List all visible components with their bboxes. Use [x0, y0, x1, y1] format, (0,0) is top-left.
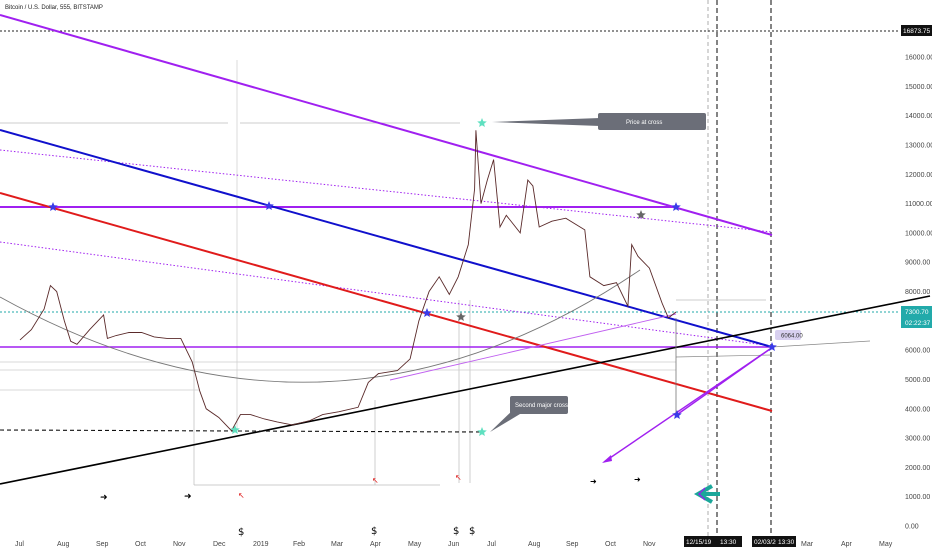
y-tick-label: 2000.00 — [905, 465, 930, 472]
y-tick-label: 8000.00 — [905, 289, 930, 296]
y-axis-panel[interactable] — [900, 0, 932, 535]
x-tick-label: Aug — [57, 541, 70, 548]
event-marker-red-2[interactable]: ↖ — [372, 476, 379, 485]
y-tick-label: 5000.00 — [905, 377, 930, 384]
y-tick-label: 15000.00 — [905, 84, 932, 91]
y-tick-label: 0.00 — [905, 524, 919, 531]
event-marker-dollar-4[interactable]: $ — [469, 526, 475, 537]
plot-area[interactable] — [0, 0, 900, 535]
x-tick-label: Jul — [15, 541, 24, 548]
event-marker-dollar-2[interactable]: $ — [371, 526, 377, 537]
x-tick-label: 2019 — [253, 541, 269, 548]
x-tick-label: Apr — [841, 541, 853, 548]
top-level-axis-label: 16873.75 — [903, 28, 930, 35]
event-marker-arrow-1[interactable]: ➜ — [100, 493, 108, 503]
x-tick-label: Dec — [213, 541, 226, 548]
x-tick-label: Mar — [331, 541, 344, 548]
callout-price-at-cross-text: Price at cross — [626, 120, 662, 126]
x-tick-label: Sep — [96, 541, 109, 548]
y-tick-label: 16000.00 — [905, 55, 932, 62]
y-tick-label: 6000.00 — [905, 348, 930, 355]
event-marker-dollar-1[interactable]: $ — [238, 527, 244, 538]
event-marker-arrow-4[interactable]: ➜ — [634, 475, 641, 484]
event-marker-red-1[interactable]: ↖ — [238, 491, 245, 500]
x-tick-label: Jul — [487, 541, 496, 548]
x-tick-label: Nov — [173, 541, 186, 548]
x-tick-label: Oct — [135, 541, 146, 548]
time-box-2-text: 13:30 — [778, 539, 795, 546]
chart-title: Bitcoin / U.S. Dollar, 555, BITSTAMP — [5, 5, 103, 11]
price-axis-label: 7300.70 — [905, 309, 929, 316]
y-tick-label: 11000.00 — [905, 201, 932, 208]
x-tick-label: Oct — [605, 541, 616, 548]
y-tick-label: 14000.00 — [905, 113, 932, 120]
y-tick-label: 3000.00 — [905, 436, 930, 443]
event-marker-dollar-3[interactable]: $ — [453, 526, 459, 537]
x-tick-label: Sep — [566, 541, 579, 548]
y-tick-label: 1000.00 — [905, 494, 930, 501]
countdown-axis-label: 02:22:37 — [905, 320, 931, 327]
x-tick-label: Nov — [643, 541, 656, 548]
time-box-1-text: 13:30 — [720, 539, 737, 546]
date-box-1-text: 12/15/19 — [686, 539, 712, 546]
date-box-2-text: 02/03/20 — [754, 539, 780, 546]
y-tick-label: 9000.00 — [905, 260, 930, 267]
event-marker-red-3[interactable]: ↖ — [455, 473, 462, 482]
x-tick-label: Jun — [448, 541, 459, 548]
y-tick-label: 4000.00 — [905, 406, 930, 413]
x-tick-label: Mar — [801, 541, 814, 548]
y-tick-label: 12000.00 — [905, 172, 932, 179]
x-tick-label: Aug — [528, 541, 541, 548]
event-marker-arrow-3[interactable]: ➜ — [590, 477, 597, 486]
callout-second-major-cross-text: Second major cross — [515, 403, 568, 409]
x-tick-label: May — [408, 541, 422, 548]
y-tick-label: 13000.00 — [905, 142, 932, 149]
event-marker-arrow-2[interactable]: ➜ — [184, 492, 192, 502]
x-tick-label: Feb — [293, 541, 305, 548]
x-tick-label: May — [879, 541, 893, 548]
level-label-6064: 6064.00 — [781, 334, 803, 340]
y-tick-label: 10000.00 — [905, 230, 932, 237]
x-tick-label: Apr — [370, 541, 382, 548]
